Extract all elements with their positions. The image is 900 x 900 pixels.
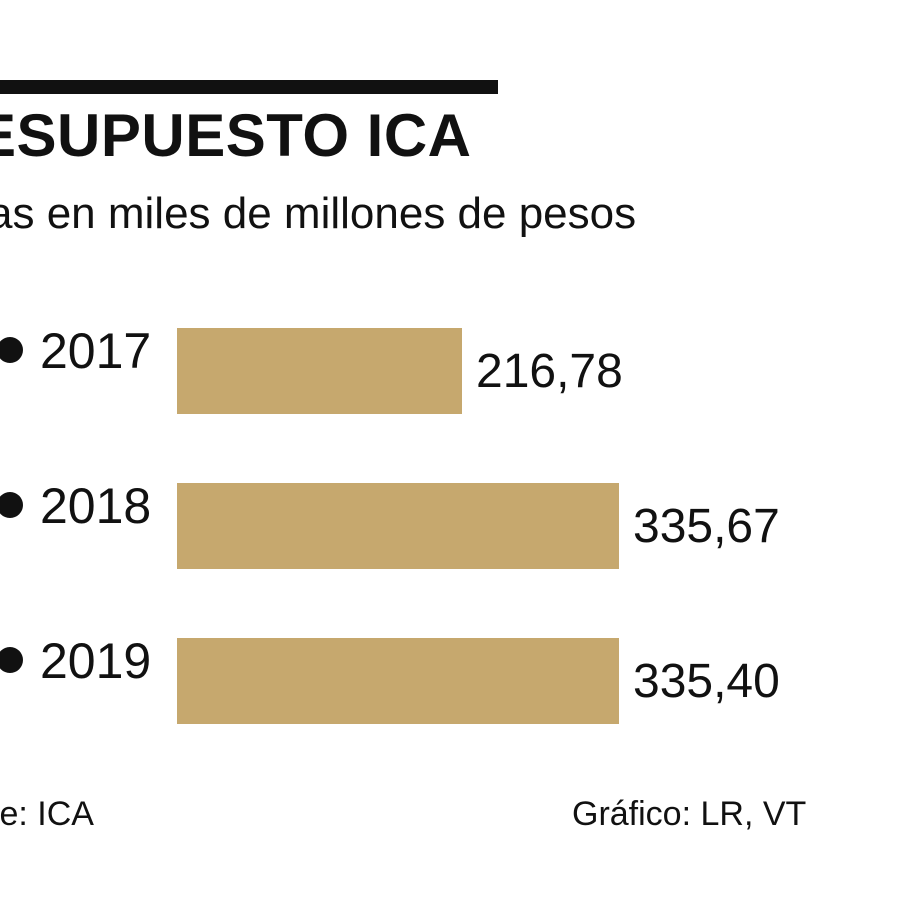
bullet-dot-2017 (0, 337, 23, 363)
source-note: te: ICA (0, 795, 94, 833)
bullet-dot-2018 (0, 492, 23, 518)
value-label-2019: 335,40 (633, 655, 780, 708)
category-label-2019: 2019 (40, 633, 151, 689)
category-label-2018: 2018 (40, 478, 151, 534)
bullet-dot-2019 (0, 647, 23, 673)
top-rule (0, 80, 498, 94)
chart-title: ESUPUESTO ICA (0, 102, 472, 169)
bar-2019 (177, 638, 619, 724)
category-label-2017: 2017 (40, 323, 151, 379)
value-label-2017: 216,78 (476, 345, 623, 398)
bar-2018 (177, 483, 619, 569)
value-label-2018: 335,67 (633, 500, 780, 553)
chart-subtitle: as en miles de millones de pesos (0, 189, 637, 238)
bar-2017 (177, 328, 462, 414)
graphic-credit: Gráfico: LR, VT (572, 795, 807, 833)
